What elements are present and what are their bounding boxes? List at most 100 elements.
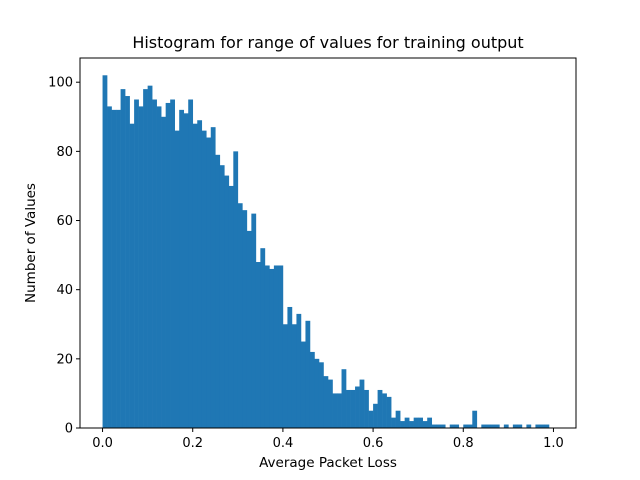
histogram-bar [179,109,185,429]
histogram-bar [242,210,248,428]
histogram-bar [156,106,162,428]
histogram-bar [116,109,121,429]
histogram-bar [314,358,320,428]
histogram-bar [300,341,306,428]
histogram-bar [273,265,279,428]
x-tick-label: 0.6 [363,436,384,451]
histogram-bar [260,248,266,428]
histogram-bar [391,417,396,428]
y-axis-label: Number of Values [23,183,39,303]
histogram-bar [278,265,284,428]
histogram-bar [503,424,509,428]
histogram-bar [183,113,189,428]
histogram-bar [440,424,446,428]
histogram-bar [472,410,478,428]
histogram-bar [413,417,419,428]
histogram-bar [206,137,212,428]
x-tick-label: 0.4 [273,436,294,451]
histogram-bar [174,130,180,428]
histogram-bar [152,99,157,428]
histogram-bar [364,389,369,428]
histogram-bar [490,424,496,428]
histogram-bar [328,379,333,428]
histogram-bar [246,230,252,428]
histogram-bar [170,99,175,428]
y-tick-label: 100 [48,76,73,91]
histogram-bar [197,120,203,429]
histogram-bar [332,393,338,428]
histogram-bar [219,165,225,428]
histogram-bar [296,313,302,428]
histogram-bar [373,403,378,428]
histogram-bar [535,424,541,428]
histogram-bar [282,324,288,428]
y-tick-label: 0 [65,422,73,437]
histogram-bar [233,151,239,429]
histogram-bar [107,106,112,428]
histogram-bar [449,424,455,428]
histogram-bar [539,424,545,428]
histogram-bar [111,109,117,429]
histogram-bar [161,116,166,428]
histogram-bar [188,99,194,428]
histogram-bar [494,424,500,428]
histogram-bar [346,389,351,428]
histogram-bar [269,268,275,428]
histogram-bar [355,386,360,428]
histogram-bar [517,424,523,428]
histogram-bar [481,424,487,428]
histogram-bar [431,424,437,428]
x-tick-label: 1.0 [543,436,564,451]
y-tick-label: 20 [56,352,73,367]
histogram-bar [210,127,216,428]
histogram-bar [427,417,433,428]
histogram-bar [134,99,139,428]
histogram-bar [120,89,126,429]
chart-title: Histogram for range of values for traini… [132,33,523,52]
histogram-bar [305,320,311,428]
histogram-bar [323,376,329,428]
histogram-bar [382,393,387,428]
histogram-bar [125,96,130,428]
histogram-bar [255,262,261,428]
histogram-bar [400,421,405,428]
histogram-bar [386,396,392,428]
y-tick-label: 60 [56,214,73,229]
histogram-bar [224,175,230,428]
histogram-bar [287,306,293,428]
histogram-bar [264,265,270,428]
histogram-bar [377,389,383,428]
y-tick-label: 40 [56,283,73,298]
histogram-bar [512,424,518,428]
histogram-bar [228,185,234,428]
histogram-bar [359,379,365,428]
x-axis: 0.0 0.2 0.4 0.6 0.8 1.0 [92,428,564,451]
histogram-bar [102,75,108,428]
histogram-bar [138,106,144,428]
histogram-bar [467,424,473,428]
histogram-bar [404,417,410,428]
histogram-bar [409,421,414,428]
x-axis-label: Average Packet Loss [259,455,397,471]
histogram-bar [147,85,153,428]
histogram-bar [337,393,342,428]
x-tick-label: 0.8 [453,436,474,451]
x-tick-label: 0.0 [92,436,113,451]
histogram-bar [544,424,550,428]
histogram-bar [318,362,324,428]
histogram-bar [454,424,460,428]
y-tick-label: 80 [56,145,73,160]
bars-group [102,75,550,429]
histogram-bar [143,89,148,429]
y-axis: 0 20 40 60 80 100 [48,76,80,437]
histogram-bar [485,424,491,428]
histogram-bar [165,102,171,428]
histogram-bar [422,421,428,428]
x-tick-label: 0.2 [182,436,203,451]
histogram-bar [129,123,135,428]
histogram-bar [341,369,347,428]
histogram-bar [463,424,469,428]
plot-frame [79,57,577,429]
histogram-bar [526,424,532,428]
